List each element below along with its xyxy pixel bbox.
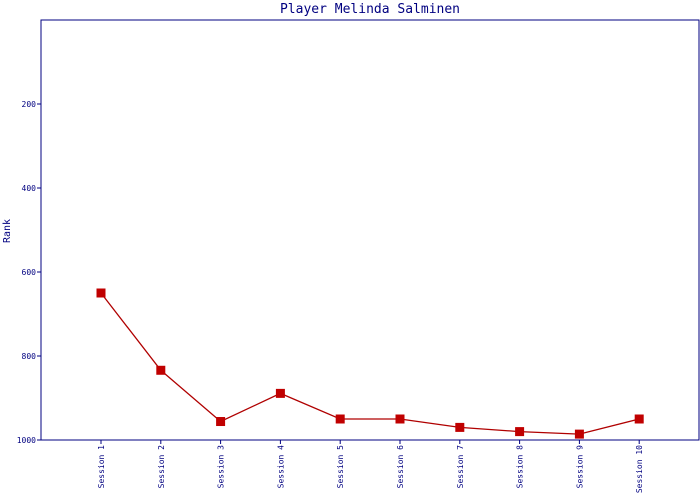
x-tick-label: Session 1 [97, 445, 106, 489]
data-point [335, 414, 345, 424]
y-tick-label: 600 [22, 268, 37, 277]
chart-title: Player Melinda Salminen [280, 2, 460, 17]
data-point [96, 288, 106, 298]
x-tick-label: Session 7 [456, 445, 465, 489]
x-tick-label: Session 2 [157, 445, 166, 489]
y-axis-label: Rank [2, 219, 13, 243]
plot-area-frame [40, 19, 700, 441]
data-point [216, 417, 226, 427]
y-tick-label: 800 [22, 352, 37, 361]
data-point [395, 414, 405, 424]
data-point [455, 422, 465, 432]
data-point [275, 388, 285, 398]
x-tick-label: Session 9 [575, 445, 584, 489]
x-tick-label: Session 6 [396, 445, 405, 489]
y-tick-label: 200 [22, 100, 37, 109]
x-tick-label: Session 4 [276, 445, 285, 489]
x-tick-label: Session 10 [635, 445, 644, 493]
series-line [100, 292, 640, 435]
x-tick-label: Session 5 [336, 445, 345, 489]
data-point [515, 427, 525, 437]
x-axis: Session 1 Session 2 Session 3 Session 4 Sess… [97, 440, 644, 493]
x-tick-label: Session 8 [516, 445, 525, 489]
y-tick-label: 1000 [17, 436, 36, 445]
data-point [574, 429, 584, 439]
x-tick-label: Session 3 [217, 445, 226, 489]
data-point [156, 365, 166, 375]
series-group [96, 288, 644, 439]
data-point [634, 414, 644, 424]
y-tick-label: 400 [22, 184, 37, 193]
y-axis: 200 400 600 800 1000 [17, 100, 41, 445]
